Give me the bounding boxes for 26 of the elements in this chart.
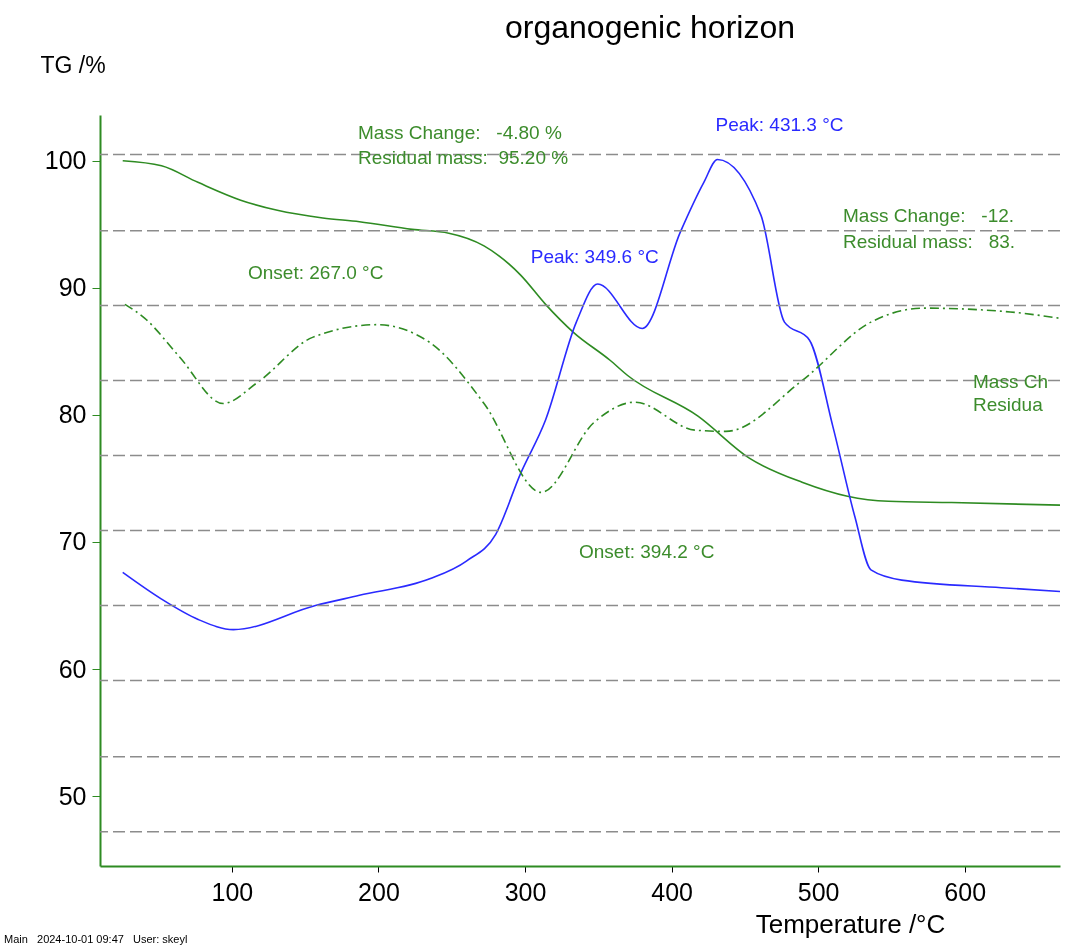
annotation: Peak: 431.3 °C xyxy=(715,114,844,136)
x-tick-label: 400 xyxy=(651,877,693,906)
x-tick-label: 300 xyxy=(504,877,547,906)
y-axis-title: TG /% xyxy=(40,51,106,78)
annotation: Residual mass: 95.20 % xyxy=(358,147,569,168)
y-tick-label: 100 xyxy=(44,146,87,175)
annotation: Peak: 349.6 °C xyxy=(530,246,659,268)
x-tick-label: 500 xyxy=(797,877,840,906)
annotation: Residual mass: 83. xyxy=(843,231,1016,252)
y-tick-label: 90 xyxy=(58,273,87,302)
x-tick-label: 200 xyxy=(358,877,400,906)
y-tick-label: 60 xyxy=(58,654,87,683)
y-tick-label: 50 xyxy=(58,781,87,810)
x-tick-label: 600 xyxy=(944,877,987,906)
x-tick-label: 100 xyxy=(211,877,254,906)
y-tick-label: 80 xyxy=(58,400,87,429)
annotation: Mass Change: -4.80 % xyxy=(358,122,562,143)
annotation: Residua xyxy=(973,394,1044,415)
x-axis-title: Temperature /°C xyxy=(755,908,946,939)
annotation: Mass Change: -12. xyxy=(843,205,1015,226)
annotation: Onset: 394.2 °C xyxy=(579,541,715,562)
chart-title: organogenic horizon xyxy=(505,9,795,45)
annotation: Mass Ch xyxy=(973,371,1048,392)
y-tick-label: 70 xyxy=(58,527,87,556)
annotation: Onset: 267.0 °C xyxy=(248,262,384,283)
text: Main 2024-10-01 09:47 User: skeyl xyxy=(4,933,188,945)
